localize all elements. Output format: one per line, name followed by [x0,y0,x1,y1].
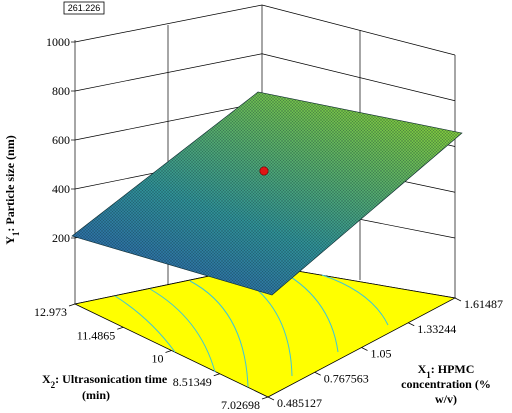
x2-tick-mark [117,326,124,330]
x1-tick-label: 1.61487 [464,297,503,311]
x2-axis-title-line2: (min) [82,388,110,402]
floor-contour-line [114,295,176,353]
design-point [259,166,269,176]
x2-tick-mark [261,396,269,400]
x2-axis-ticks: 12.973 11.4865 10 8.51349 7.02698 [34,303,269,412]
floor-contour-line [189,280,249,388]
x1-tick-label: 1.05 [371,347,392,361]
value-readout: 261.226 [63,1,105,15]
z-axis-ticks: 200 400 600 800 1000 [46,35,75,245]
z-tick-label: 600 [52,133,70,147]
x2-tick-mark [165,350,172,353]
x1-tick-label: 0.767563 [324,371,369,385]
x1-tick-mark [267,396,275,401]
z-tick-label: 400 [52,182,70,196]
z-tick-label: 200 [52,231,70,245]
z-tick-label: 1000 [46,35,70,49]
value-readout-text: 261.226 [68,3,101,13]
x1-tick-mark [361,347,368,351]
x1-axis-title-line2: concentration (% [401,377,491,391]
z-axis-title: Y1: Particle size (nm) [3,135,21,244]
x1-tick-label: 0.485127 [277,396,322,410]
x2-tick-label: 8.51349 [173,375,212,389]
floor-contour-line [149,288,216,373]
x2-tick-label: 7.02698 [221,398,260,412]
z-tick-label: 800 [52,84,70,98]
surface-mesh [72,92,462,295]
x1-axis-title-line1: X1: HPMC [418,362,475,380]
x1-tick-mark [314,371,321,376]
x2-tick-label: 11.4865 [77,328,116,342]
x1-axis-title-line3: w/v) [435,392,457,406]
x2-tick-mark [213,373,220,377]
x2-tick-label: 12.973 [34,305,67,319]
floor-contour-line [321,274,389,326]
x2-tick-label: 10 [152,352,164,366]
x2-axis-title-line1: X2: Ultrasonication time [42,372,168,390]
x2-tick-mark [68,303,76,307]
x1-tick-label: 1.33244 [417,322,456,336]
x1-tick-mark [454,297,462,302]
x1-tick-mark [408,322,415,327]
